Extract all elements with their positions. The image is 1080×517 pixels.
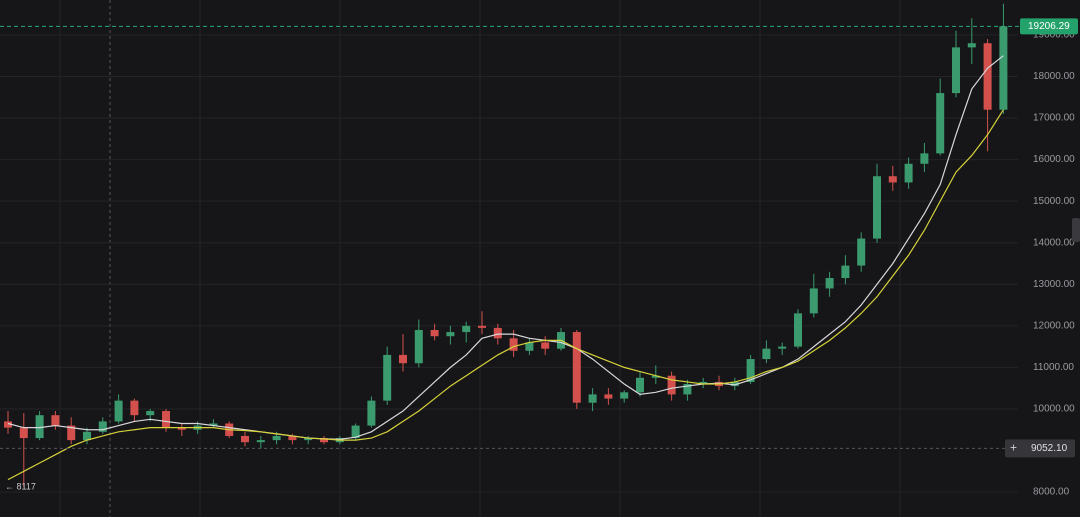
candle-body	[952, 47, 960, 94]
candle-body	[651, 375, 660, 378]
candle-body	[98, 421, 107, 432]
candle-body	[588, 394, 597, 403]
price-axis: 8000.00 10000.00 11000.00 12000.00 13000.00 1…	[1005, 18, 1078, 498]
candle-body	[383, 354, 392, 401]
candle-body	[241, 435, 249, 443]
candle-body	[525, 342, 534, 351]
y-tick-label: 15000.00	[1033, 196, 1075, 207]
y-tick-label: 18000.00	[1033, 71, 1075, 82]
candle-body	[67, 425, 76, 441]
candle-body	[430, 329, 439, 337]
candle-body	[841, 265, 850, 279]
y-tick-label: 19000.00	[1033, 30, 1075, 41]
candle-body	[999, 26, 1008, 110]
candle-body	[809, 288, 818, 314]
candle-body	[272, 435, 281, 441]
last-price-box	[1020, 18, 1078, 35]
candle-body	[446, 332, 455, 337]
candle-body	[162, 411, 170, 428]
y-tick-label: 17000.00	[1033, 113, 1075, 124]
scroll-handle[interactable]	[1072, 218, 1080, 242]
candle-body	[399, 354, 407, 364]
candle-body	[825, 278, 834, 289]
candle-body	[35, 415, 44, 439]
ma-line	[7, 55, 1004, 440]
candle-body	[320, 438, 328, 443]
candle-body	[367, 400, 376, 426]
candle-body	[177, 427, 186, 430]
candle-body	[794, 313, 802, 347]
candle-body	[888, 176, 897, 183]
candle-body	[509, 338, 518, 351]
plot-area: ← 8117	[0, 3, 1020, 492]
candle-body	[904, 163, 913, 183]
crosshair-price-label: 9052.10	[1031, 443, 1068, 454]
candle-body	[130, 400, 139, 416]
y-tick-label: 12000.00	[1033, 320, 1075, 331]
candle-body	[288, 435, 297, 441]
candle-body	[762, 348, 771, 360]
candle-body	[572, 332, 581, 403]
y-tick-label: 14000.00	[1033, 237, 1075, 248]
candle-body	[683, 384, 692, 395]
candle-body	[746, 359, 755, 382]
y-tick-label: 8000.00	[1033, 487, 1070, 498]
candle-body	[4, 421, 12, 428]
candle-body	[604, 394, 613, 399]
crosshair-price-box	[1005, 439, 1075, 458]
candle-body	[983, 43, 992, 110]
y-tick-label: 13000.00	[1033, 279, 1075, 290]
candle-body	[920, 153, 929, 164]
candle-body	[478, 325, 486, 328]
candle-body	[493, 327, 502, 339]
candle-body	[541, 342, 550, 349]
low-marker: ← 8117	[5, 482, 36, 492]
candle-body	[857, 238, 866, 266]
candle-body	[146, 411, 155, 416]
candle-body	[730, 381, 739, 387]
candle-body	[967, 43, 976, 48]
candle-body	[304, 438, 313, 441]
candle-body	[256, 440, 265, 443]
candle-body	[936, 93, 945, 154]
candle-body	[462, 325, 471, 333]
candle-body	[636, 377, 644, 393]
candle-body	[209, 423, 218, 426]
candle-body	[351, 425, 360, 439]
y-tick-label: 11000.00	[1033, 362, 1074, 373]
candle-body	[414, 329, 423, 364]
crosshair-plus: +	[1010, 441, 1017, 455]
ma-line	[7, 109, 1004, 481]
y-tick-label: 16000.00	[1033, 154, 1075, 165]
candle-body	[620, 392, 629, 399]
candle-body	[699, 381, 708, 385]
candle-body	[51, 415, 60, 426]
candle-body	[667, 375, 676, 395]
candle-body	[873, 176, 881, 239]
candle-body	[19, 427, 28, 439]
last-price-label: 19206.29	[1028, 21, 1070, 32]
candle-body	[778, 346, 787, 349]
y-tick-label: 10000.00	[1033, 404, 1075, 415]
candle-body	[83, 431, 91, 441]
candle-body	[114, 400, 123, 422]
